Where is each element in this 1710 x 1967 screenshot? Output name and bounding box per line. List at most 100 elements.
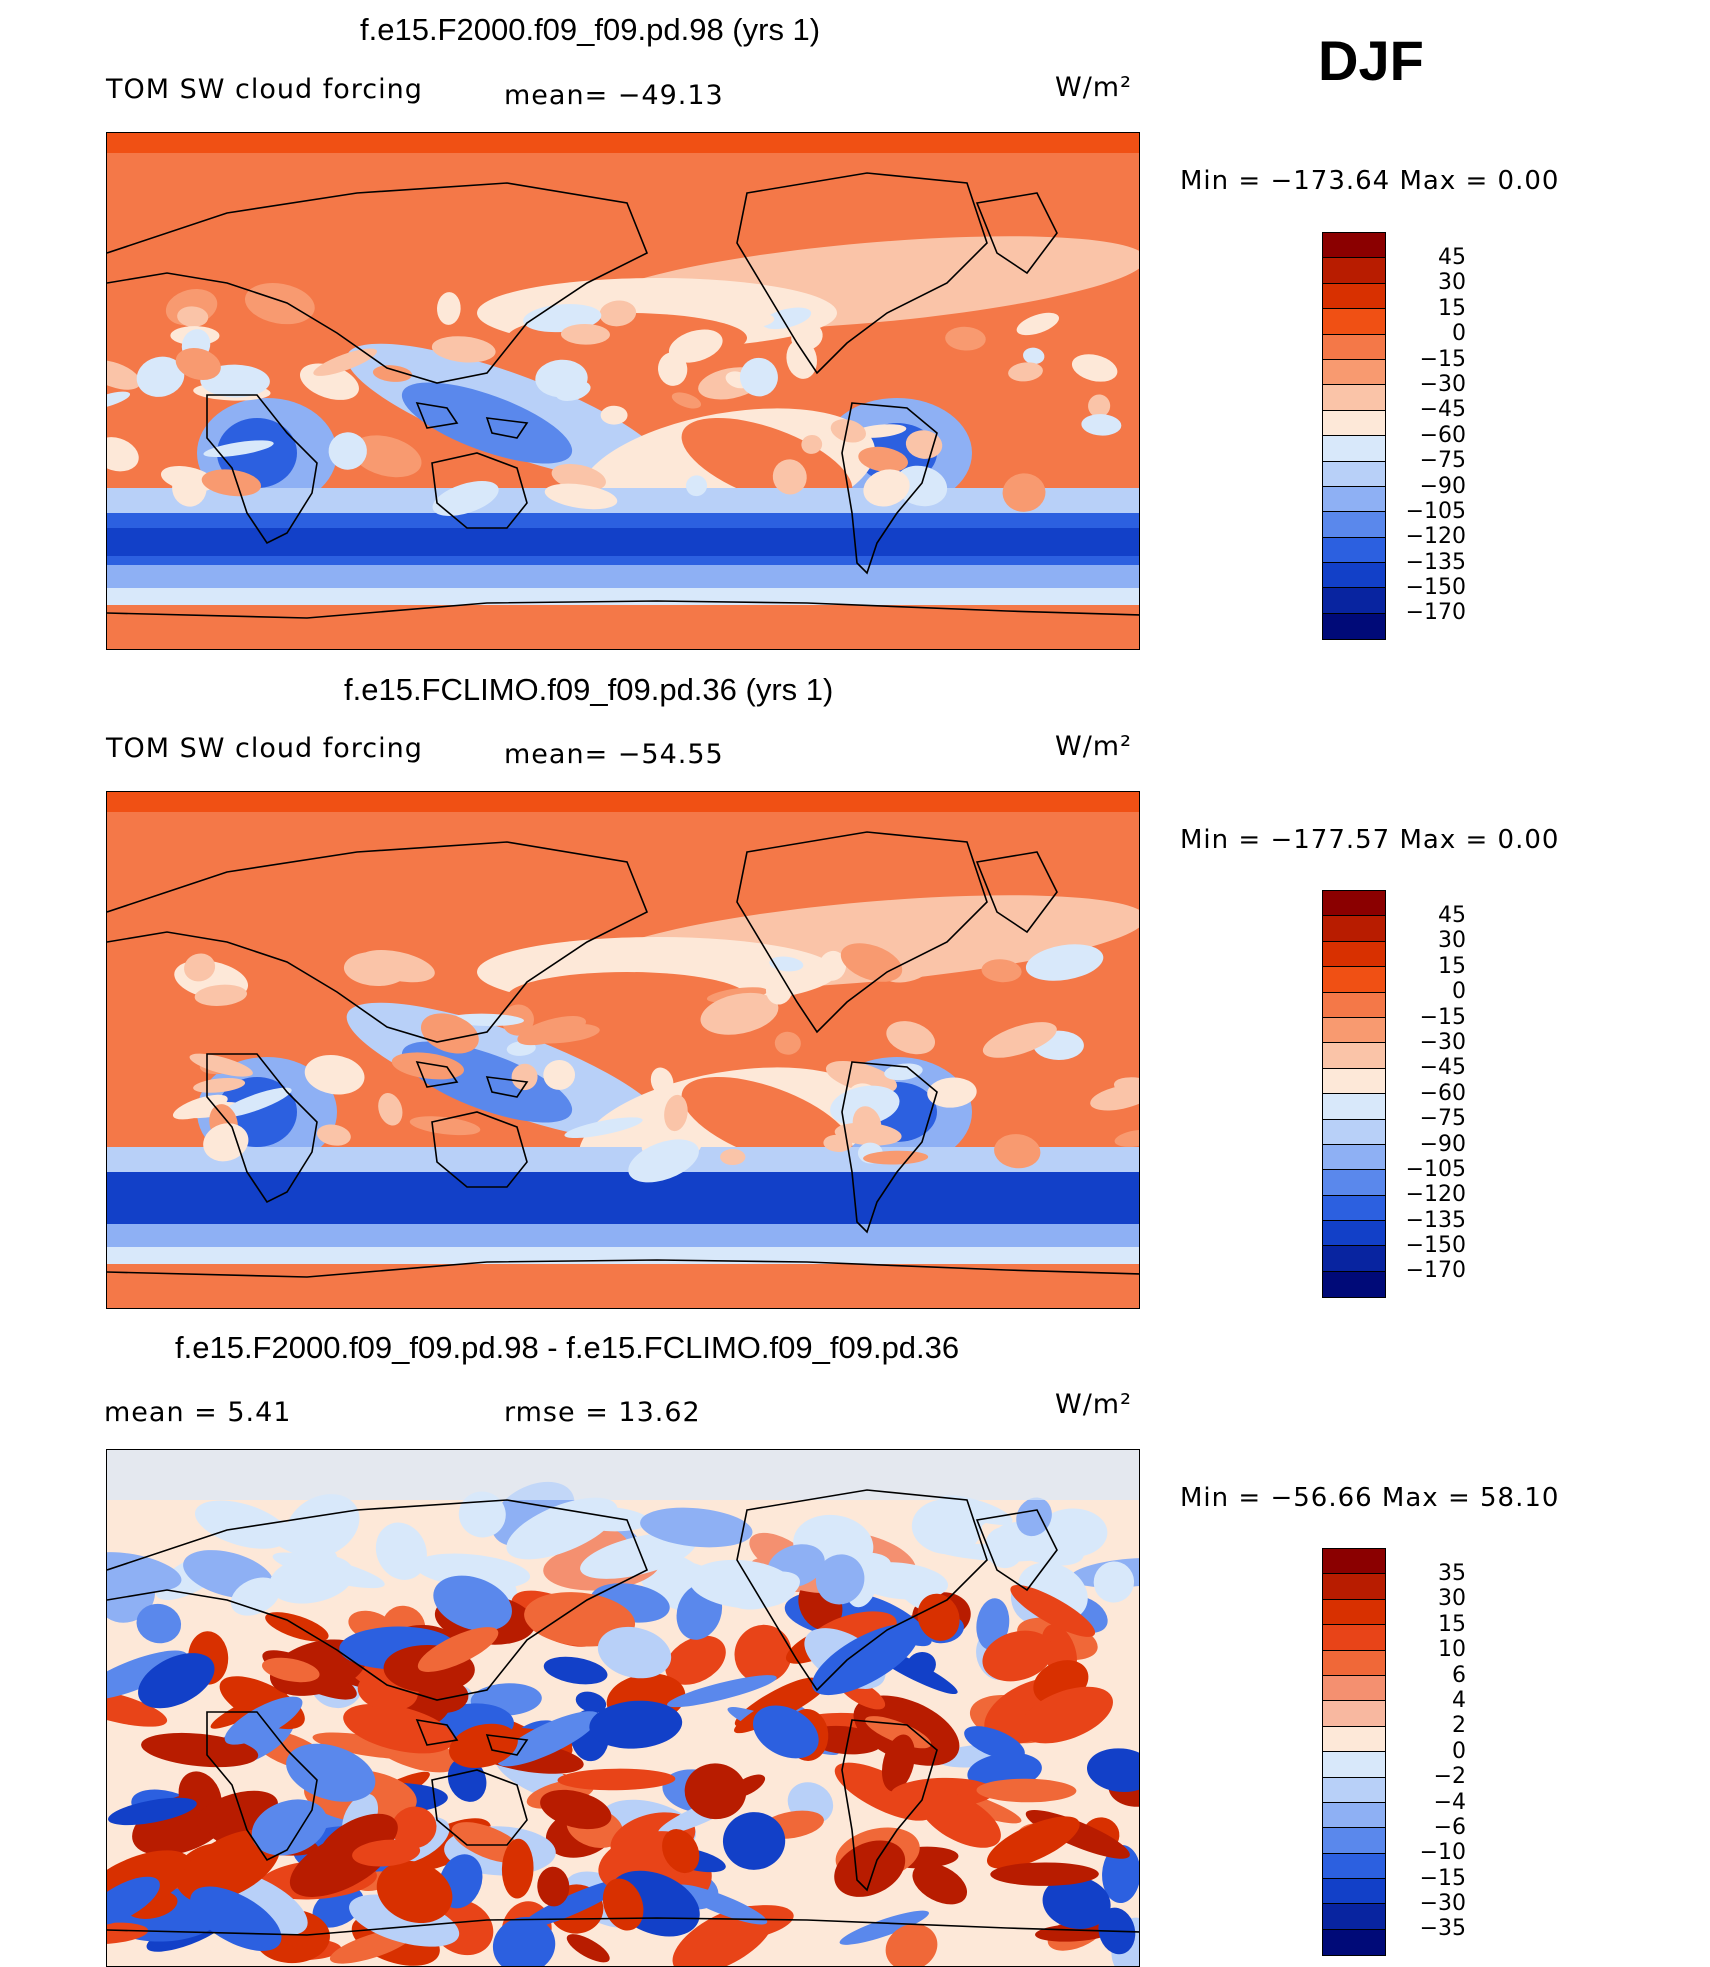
colorbar-tick-label: −105 bbox=[1405, 498, 1466, 524]
colorbar-tick-label: −15 bbox=[1419, 1865, 1466, 1891]
colorbar-tick-label: 0 bbox=[1452, 321, 1466, 347]
panel-title: f.e15.F2000.f09_f09.pd.98 - f.e15.FCLIMO… bbox=[175, 1330, 960, 1365]
colorbar-swatch bbox=[1323, 233, 1385, 259]
colorbar-tick-label: 15 bbox=[1438, 953, 1466, 979]
colorbar-swatch bbox=[1323, 1904, 1385, 1930]
colorbar-swatch bbox=[1323, 1068, 1385, 1095]
colorbar-swatch bbox=[1323, 1625, 1385, 1651]
rmse-label: rmse = 13.62 bbox=[504, 1397, 701, 1428]
colorbar-tick-label: −170 bbox=[1405, 1258, 1466, 1284]
colorbar-swatch bbox=[1323, 563, 1385, 589]
colorbar-swatch bbox=[1323, 1879, 1385, 1905]
variable-label: TOM SW cloud forcing bbox=[106, 74, 423, 105]
colorbar-labels: 45 30 15 0 −15 −30 −45 −60 −75 −90 −105 −120 −135 −15… bbox=[1396, 245, 1466, 626]
colorbar-swatch bbox=[1323, 1599, 1385, 1626]
colorbar-swatch bbox=[1323, 1043, 1385, 1069]
colorbar-swatch bbox=[1323, 1144, 1385, 1171]
map-field bbox=[107, 1450, 1139, 1966]
colorbar-tick-label: 2 bbox=[1452, 1713, 1466, 1739]
colorbar-swatch bbox=[1323, 410, 1385, 437]
colorbar-tick-label: 30 bbox=[1438, 928, 1466, 954]
colorbar-tick-label: 45 bbox=[1438, 245, 1466, 270]
panel-title: f.e15.FCLIMO.f09_f09.pd.36 (yrs 1) bbox=[344, 672, 834, 707]
colorbar-swatch bbox=[1323, 1195, 1385, 1222]
colorbar-tick-label: 15 bbox=[1438, 1611, 1466, 1637]
units-label: W/m² bbox=[1055, 72, 1132, 103]
colorbar-swatch bbox=[1323, 258, 1385, 284]
colorbar-tick-label: −4 bbox=[1433, 1789, 1466, 1815]
colorbar-tick-label: −60 bbox=[1419, 1080, 1466, 1106]
colorbar-tick-label: −170 bbox=[1405, 600, 1466, 626]
colorbar-tick-label: −30 bbox=[1419, 371, 1466, 397]
colorbar-swatch bbox=[1323, 1853, 1385, 1880]
colorbar-tick-label: −6 bbox=[1433, 1814, 1466, 1840]
colorbar-tick-label: −135 bbox=[1405, 1207, 1466, 1233]
variable-label: TOM SW cloud forcing bbox=[106, 733, 423, 764]
colorbar-swatch bbox=[1323, 891, 1385, 917]
panel-title: f.e15.F2000.f09_f09.pd.98 (yrs 1) bbox=[360, 12, 821, 47]
mean-label: mean= −54.55 bbox=[504, 739, 724, 770]
mean-label: mean = 5.41 bbox=[104, 1397, 292, 1428]
colorbar-tick-label: 10 bbox=[1438, 1637, 1466, 1663]
colorbar-tick-label: −150 bbox=[1405, 575, 1466, 601]
units-label: W/m² bbox=[1055, 731, 1132, 762]
colorbar-swatch bbox=[1323, 1271, 1385, 1298]
colorbar-swatch bbox=[1323, 1929, 1385, 1956]
season-label: DJF bbox=[1318, 29, 1424, 92]
colorbar-tick-label: 35 bbox=[1438, 1561, 1466, 1586]
colorbar-swatch bbox=[1323, 283, 1385, 310]
colorbar-tick-label: −105 bbox=[1405, 1156, 1466, 1182]
colorbar-tick-label: −10 bbox=[1419, 1840, 1466, 1866]
colorbar-swatch bbox=[1323, 1701, 1385, 1727]
colorbar-swatch bbox=[1323, 385, 1385, 411]
colorbar-swatch bbox=[1323, 1650, 1385, 1676]
colorbar-tick-label: −75 bbox=[1419, 1106, 1466, 1132]
colorbar-labels: 45 30 15 0 −15 −30 −45 −60 −75 −90 −105 −120 −135 −15… bbox=[1396, 903, 1466, 1284]
units-label: W/m² bbox=[1055, 1389, 1132, 1420]
colorbar-labels: 35 30 15 10 6 4 2 0 −2 −4 −6 −10 −15 −30 −35 bbox=[1396, 1561, 1466, 1942]
map-plot bbox=[106, 791, 1140, 1309]
colorbar-tick-label: −60 bbox=[1419, 422, 1466, 448]
colorbar-swatch bbox=[1323, 941, 1385, 968]
colorbar-tick-label: 15 bbox=[1438, 295, 1466, 321]
colorbar-tick-label: 0 bbox=[1452, 979, 1466, 1005]
colorbar bbox=[1322, 890, 1386, 1299]
min-max-label: Min = −56.66 Max = 58.10 bbox=[1180, 1483, 1560, 1513]
colorbar-swatch bbox=[1323, 613, 1385, 640]
min-max-label: Min = −173.64 Max = 0.00 bbox=[1180, 166, 1560, 196]
colorbar-swatch bbox=[1323, 1221, 1385, 1247]
colorbar-swatch bbox=[1323, 1752, 1385, 1778]
colorbar-tick-label: 30 bbox=[1438, 270, 1466, 296]
colorbar-tick-label: −30 bbox=[1419, 1029, 1466, 1055]
colorbar bbox=[1322, 232, 1386, 641]
colorbar-tick-label: −2 bbox=[1433, 1764, 1466, 1790]
colorbar-swatch bbox=[1323, 486, 1385, 513]
map-field bbox=[107, 133, 1139, 649]
colorbar-tick-label: −45 bbox=[1419, 1055, 1466, 1081]
colorbar-tick-label: −90 bbox=[1419, 473, 1466, 499]
colorbar-swatch bbox=[1323, 1017, 1385, 1044]
colorbar-swatch bbox=[1323, 1246, 1385, 1272]
colorbar-swatch bbox=[1323, 1828, 1385, 1854]
colorbar-tick-label: −120 bbox=[1405, 1182, 1466, 1208]
colorbar-swatch bbox=[1323, 436, 1385, 462]
colorbar-tick-label: −150 bbox=[1405, 1233, 1466, 1259]
map-plot bbox=[106, 132, 1140, 650]
colorbar-swatch bbox=[1323, 1119, 1385, 1145]
colorbar-tick-label: −135 bbox=[1405, 549, 1466, 575]
colorbar-tick-label: −120 bbox=[1405, 524, 1466, 550]
colorbar-swatch bbox=[1323, 992, 1385, 1018]
colorbar-swatch bbox=[1323, 967, 1385, 993]
colorbar-swatch bbox=[1323, 916, 1385, 942]
colorbar-tick-label: 0 bbox=[1452, 1738, 1466, 1764]
colorbar-swatch bbox=[1323, 1726, 1385, 1753]
colorbar-swatch bbox=[1323, 309, 1385, 335]
colorbar-tick-label: 45 bbox=[1438, 903, 1466, 928]
colorbar-swatch bbox=[1323, 1675, 1385, 1702]
colorbar-swatch bbox=[1323, 359, 1385, 386]
mean-label: mean= −49.13 bbox=[504, 80, 724, 111]
colorbar-swatch bbox=[1323, 334, 1385, 360]
colorbar-swatch bbox=[1323, 1549, 1385, 1575]
colorbar bbox=[1322, 1548, 1386, 1957]
colorbar-tick-label: −45 bbox=[1419, 397, 1466, 423]
